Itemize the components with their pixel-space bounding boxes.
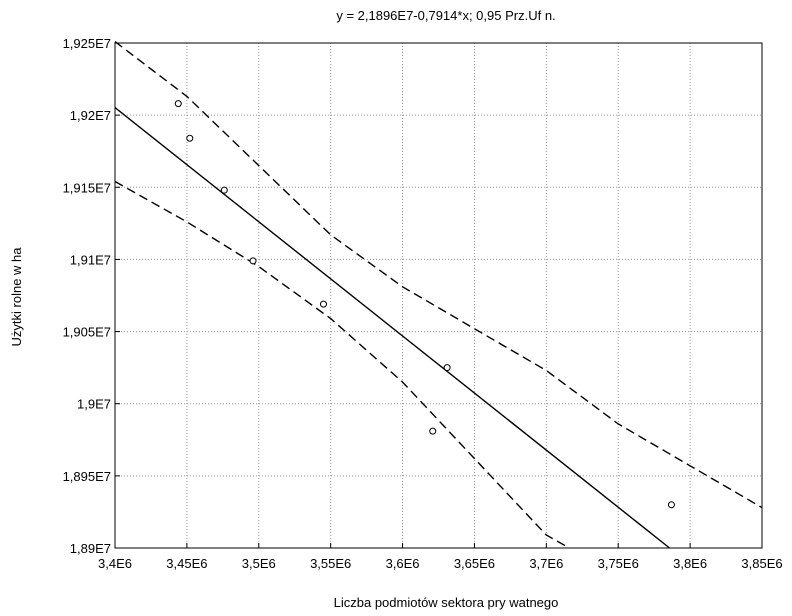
regression-line-group xyxy=(114,107,670,549)
y-tick-label: 1,92E7 xyxy=(70,108,111,123)
data-points xyxy=(174,100,675,509)
y-tick-label: 1,89E7 xyxy=(70,541,111,556)
grid xyxy=(114,42,763,549)
x-tick-label: 3,7E6 xyxy=(529,556,563,571)
data-point xyxy=(667,501,675,509)
x-tick-label: 3,6E6 xyxy=(386,556,420,571)
y-tick-label: 1,905E7 xyxy=(63,325,111,340)
x-tick-label: 3,45E6 xyxy=(166,556,207,571)
data-point xyxy=(319,300,327,308)
x-tick-label: 3,4E6 xyxy=(98,556,132,571)
y-tick-label: 1,91E7 xyxy=(70,252,111,267)
data-point xyxy=(429,427,437,435)
y-axis-label: Użytki rolne w ha xyxy=(9,247,24,347)
x-tick-label: 3,85E6 xyxy=(741,556,782,571)
y-tick-label: 1,9E7 xyxy=(77,397,111,412)
data-point xyxy=(249,257,257,265)
x-axis-label: Liczba podmiotów sektora pry watnego xyxy=(334,595,559,610)
upper-confidence-band xyxy=(114,41,763,509)
axis-ticks: 3,4E6 3,45E6 3,5E6 3,55E6 3,6E6 3,65E6 3,7E6 3,… xyxy=(63,36,783,571)
y-tick-label: 1,895E7 xyxy=(63,469,111,484)
y-tick-label: 1,915E7 xyxy=(63,180,111,195)
x-tick-label: 3,65E6 xyxy=(454,556,495,571)
plot-frame xyxy=(114,42,763,549)
regression-line xyxy=(114,107,670,549)
confidence-bands xyxy=(114,41,763,549)
data-point xyxy=(220,186,228,194)
y-tick-label: 1,925E7 xyxy=(63,36,111,51)
x-tick-label: 3,75E6 xyxy=(598,556,639,571)
x-tick-label: 3,8E6 xyxy=(673,556,707,571)
x-tick-label: 3,5E6 xyxy=(242,556,276,571)
x-tick-label: 3,55E6 xyxy=(310,556,351,571)
chart-title: y = 2,1896E7-0,7914*x; 0,95 Prz.Uf n. xyxy=(336,8,555,23)
data-point xyxy=(443,364,451,372)
data-point xyxy=(174,100,182,108)
lower-confidence-band xyxy=(114,180,570,549)
data-point xyxy=(186,134,194,142)
